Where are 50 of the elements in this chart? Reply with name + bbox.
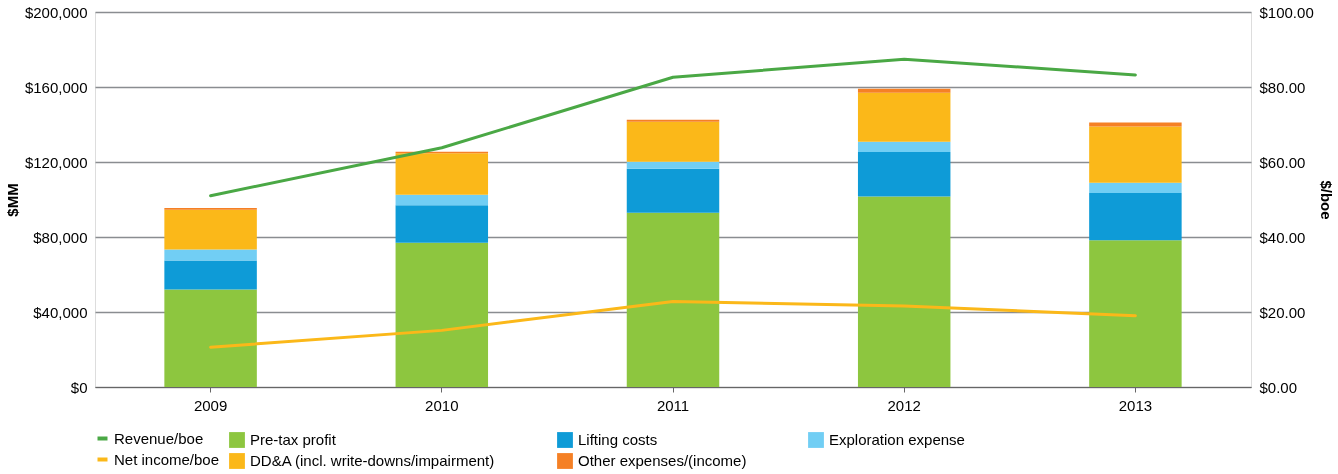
y2-axis-title: $/boe <box>1317 180 1335 220</box>
legend-label: Pre-tax profit <box>250 431 337 448</box>
x-tick-label: 2013 <box>1118 396 1153 414</box>
y-tick-label: $80,000 <box>33 228 88 246</box>
bar <box>626 168 720 213</box>
y2-tick-label: $20.00 <box>1259 303 1306 321</box>
y-axis-title: $MM <box>3 183 21 217</box>
legend-label: Lifting costs <box>578 431 658 448</box>
y-tick-label: $160,000 <box>24 78 88 96</box>
bar <box>395 205 489 243</box>
bar <box>626 212 720 387</box>
bar <box>164 209 257 250</box>
legend-label: DD&A (incl. write-downs/impairment) <box>250 452 495 469</box>
legend-label: Other expenses/(income) <box>578 452 747 469</box>
bar <box>164 289 257 387</box>
x-tick-label: 2010 <box>425 396 459 414</box>
bar <box>1089 122 1182 127</box>
y2-tick-label: $0.00 <box>1259 378 1298 396</box>
y2-tick-label: $80.00 <box>1259 78 1306 96</box>
bar <box>1089 182 1182 193</box>
y-tick-label: $0 <box>70 378 88 396</box>
bar <box>857 151 951 197</box>
y2-tick-label: $40.00 <box>1259 228 1306 246</box>
bar <box>395 153 489 195</box>
line-series <box>209 300 1137 349</box>
bar <box>857 141 951 152</box>
bar <box>1089 240 1182 387</box>
y2-tick-label: $60.00 <box>1259 153 1306 171</box>
bar <box>164 260 257 290</box>
y-tick-label: $120,000 <box>24 153 88 171</box>
bar <box>626 121 720 162</box>
bar <box>395 194 489 206</box>
y-tick-label: $200,000 <box>24 3 88 21</box>
y-tick-label: $40,000 <box>33 303 88 321</box>
line-series <box>209 57 1137 198</box>
bar <box>1089 126 1182 183</box>
legend-label: Net income/boe <box>114 450 220 468</box>
legend-label: Revenue/boe <box>114 429 204 447</box>
x-tick-label: 2012 <box>887 396 921 414</box>
bar <box>1089 192 1182 241</box>
legend-label: Exploration expense <box>829 431 965 448</box>
bar <box>857 88 951 93</box>
y2-tick-label: $100.00 <box>1259 3 1314 21</box>
bar <box>857 196 951 387</box>
bar <box>164 249 257 261</box>
bar <box>857 92 951 142</box>
x-tick-label: 2009 <box>193 396 228 414</box>
bar <box>395 242 489 387</box>
bar <box>626 161 720 169</box>
x-tick-label: 2011 <box>656 396 690 414</box>
